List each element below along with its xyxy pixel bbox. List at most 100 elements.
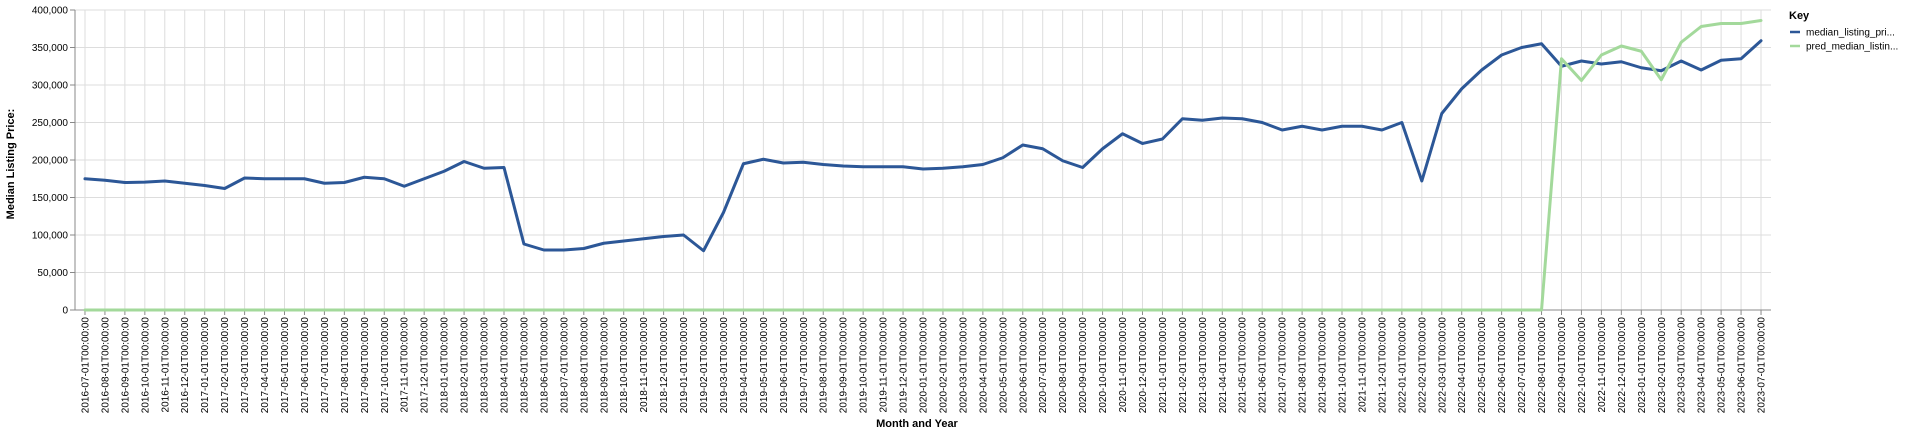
y-tick-label: 0	[62, 306, 68, 317]
legend-label: pred_median_listin...	[1806, 42, 1898, 53]
x-tick-label: 2022-01-01T00:00:00	[1397, 317, 1408, 414]
y-tick-label: 100,000	[32, 231, 69, 242]
x-tick-label: 2018-07-01T00:00:00	[559, 317, 570, 414]
x-tick-label: 2020-11-01T00:00:00	[1118, 317, 1129, 413]
x-tick-label: 2020-02-01T00:00:00	[938, 317, 949, 414]
x-tick-label: 2023-02-01T00:00:00	[1657, 317, 1668, 414]
y-tick-label: 350,000	[32, 43, 69, 54]
x-tick-label: 2017-12-01T00:00:00	[420, 317, 431, 414]
y-tick-label: 50,000	[37, 268, 68, 279]
x-tick-label: 2017-05-01T00:00:00	[280, 317, 291, 414]
y-tick-label: 150,000	[32, 193, 69, 204]
axes	[70, 9, 1771, 315]
x-tick-label: 2020-12-01T00:00:00	[1138, 317, 1149, 414]
x-tick-label: 2018-05-01T00:00:00	[519, 317, 530, 414]
x-tick-label: 2016-11-01T00:00:00	[160, 317, 171, 413]
x-tick-label: 2022-08-01T00:00:00	[1537, 317, 1548, 414]
x-tick-label: 2021-08-01T00:00:00	[1298, 317, 1309, 414]
x-tick-label: 2022-11-01T00:00:00	[1597, 317, 1608, 413]
x-tick-label: 2021-09-01T00:00:00	[1318, 317, 1329, 414]
x-tick-label: 2022-12-01T00:00:00	[1617, 317, 1628, 414]
x-tick-label: 2019-03-01T00:00:00	[719, 317, 730, 414]
x-tick-label: 2019-09-01T00:00:00	[839, 317, 850, 414]
y-tick-label: 400,000	[32, 6, 69, 17]
x-tick-label: 2017-11-01T00:00:00	[400, 317, 411, 413]
x-tick-label: 2017-04-01T00:00:00	[260, 317, 271, 414]
x-tick-label: 2023-01-01T00:00:00	[1637, 317, 1648, 414]
y-axis-title: Median Listing Price:	[5, 109, 17, 220]
x-tick-label: 2019-06-01T00:00:00	[779, 317, 790, 414]
x-tick-label: 2016-07-01T00:00:00	[80, 317, 91, 414]
x-tick-label: 2019-07-01T00:00:00	[799, 317, 810, 414]
x-tick-label: 2022-02-01T00:00:00	[1417, 317, 1428, 414]
legend-items: median_listing_pri... pred_median_listin.…	[1790, 28, 1898, 53]
x-tick-label: 2023-04-01T00:00:00	[1697, 317, 1708, 414]
x-tick-label: 2021-01-01T00:00:00	[1158, 317, 1169, 414]
x-tick-label: 2021-03-01T00:00:00	[1198, 317, 1209, 414]
x-tick-label: 2022-07-01T00:00:00	[1517, 317, 1528, 414]
x-tick-label: 2017-08-01T00:00:00	[340, 317, 351, 414]
x-tick-label: 2021-07-01T00:00:00	[1278, 317, 1289, 414]
x-tick-label: 2017-06-01T00:00:00	[300, 317, 311, 414]
x-tick-label: 2022-09-01T00:00:00	[1557, 317, 1568, 414]
x-tick-label: 2019-11-01T00:00:00	[879, 317, 890, 413]
x-tick-label: 2019-12-01T00:00:00	[899, 317, 910, 414]
x-tick-label: 2021-06-01T00:00:00	[1258, 317, 1269, 414]
x-tick-label: 2022-04-01T00:00:00	[1457, 317, 1468, 414]
legend-label: median_listing_pri...	[1806, 28, 1895, 39]
x-tick-label: 2021-02-01T00:00:00	[1178, 317, 1189, 414]
x-tick-label: 2016-08-01T00:00:00	[100, 317, 111, 414]
x-tick-label: 2022-03-01T00:00:00	[1437, 317, 1448, 414]
x-tick-label: 2018-09-01T00:00:00	[599, 317, 610, 414]
x-tick-label: 2022-05-01T00:00:00	[1477, 317, 1488, 414]
x-tick-label: 2023-07-01T00:00:00	[1757, 317, 1768, 414]
series-line-1	[83, 39, 1763, 253]
x-tick-label: 2018-04-01T00:00:00	[499, 317, 510, 414]
tick-labels: 0 50,000 100,000 150,000 200,000 250,000 300,0…	[32, 6, 1768, 414]
x-tick-label: 2023-05-01T00:00:00	[1717, 317, 1728, 414]
x-tick-label: 2019-05-01T00:00:00	[759, 317, 770, 414]
y-tick-label: 250,000	[32, 118, 69, 129]
x-tick-label: 2017-10-01T00:00:00	[380, 317, 391, 414]
x-tick-label: 2018-06-01T00:00:00	[539, 317, 550, 414]
x-tick-label: 2020-01-01T00:00:00	[919, 317, 930, 414]
x-tick-label: 2016-09-01T00:00:00	[120, 317, 131, 414]
series-line-2	[83, 19, 1763, 312]
grid-lines	[75, 9, 1771, 311]
x-tick-label: 2019-04-01T00:00:00	[739, 317, 750, 414]
x-tick-label: 2020-08-01T00:00:00	[1058, 317, 1069, 414]
x-tick-label: 2018-01-01T00:00:00	[440, 317, 451, 414]
x-tick-label: 2017-09-01T00:00:00	[360, 317, 371, 414]
x-tick-label: 2019-02-01T00:00:00	[699, 317, 710, 414]
y-tick-label: 300,000	[32, 81, 69, 92]
x-tick-label: 2020-03-01T00:00:00	[958, 317, 969, 414]
x-tick-label: 2018-11-01T00:00:00	[639, 317, 650, 413]
x-tick-label: 2019-08-01T00:00:00	[819, 317, 830, 414]
x-tick-label: 2022-10-01T00:00:00	[1577, 317, 1588, 414]
x-axis-title: Month and Year	[876, 418, 958, 430]
y-tick-label: 200,000	[32, 156, 69, 167]
x-tick-label: 2018-12-01T00:00:00	[659, 317, 670, 414]
x-tick-label: 2017-03-01T00:00:00	[240, 317, 251, 414]
x-tick-label: 2020-06-01T00:00:00	[1018, 317, 1029, 414]
legend: Key median_listing_pri... pred_median_lis…	[1789, 10, 1898, 53]
x-tick-label: 2020-10-01T00:00:00	[1098, 317, 1109, 414]
x-tick-label: 2019-01-01T00:00:00	[679, 317, 690, 414]
x-tick-label: 2020-09-01T00:00:00	[1078, 317, 1089, 414]
x-tick-label: 2017-02-01T00:00:00	[220, 317, 231, 414]
series-lines	[83, 19, 1763, 312]
x-tick-label: 2021-12-01T00:00:00	[1377, 317, 1388, 414]
x-tick-label: 2016-12-01T00:00:00	[180, 317, 191, 414]
x-tick-label: 2021-05-01T00:00:00	[1238, 317, 1249, 414]
x-tick-label: 2020-07-01T00:00:00	[1038, 317, 1049, 414]
x-tick-label: 2022-06-01T00:00:00	[1497, 317, 1508, 414]
x-tick-label: 2020-04-01T00:00:00	[978, 317, 989, 414]
x-tick-label: 2017-07-01T00:00:00	[320, 317, 331, 414]
x-tick-label: 2017-01-01T00:00:00	[200, 317, 211, 414]
x-tick-label: 2016-10-01T00:00:00	[140, 317, 151, 414]
legend-title: Key	[1789, 10, 1810, 22]
x-tick-label: 2018-10-01T00:00:00	[619, 317, 630, 414]
x-tick-label: 2023-06-01T00:00:00	[1737, 317, 1748, 414]
